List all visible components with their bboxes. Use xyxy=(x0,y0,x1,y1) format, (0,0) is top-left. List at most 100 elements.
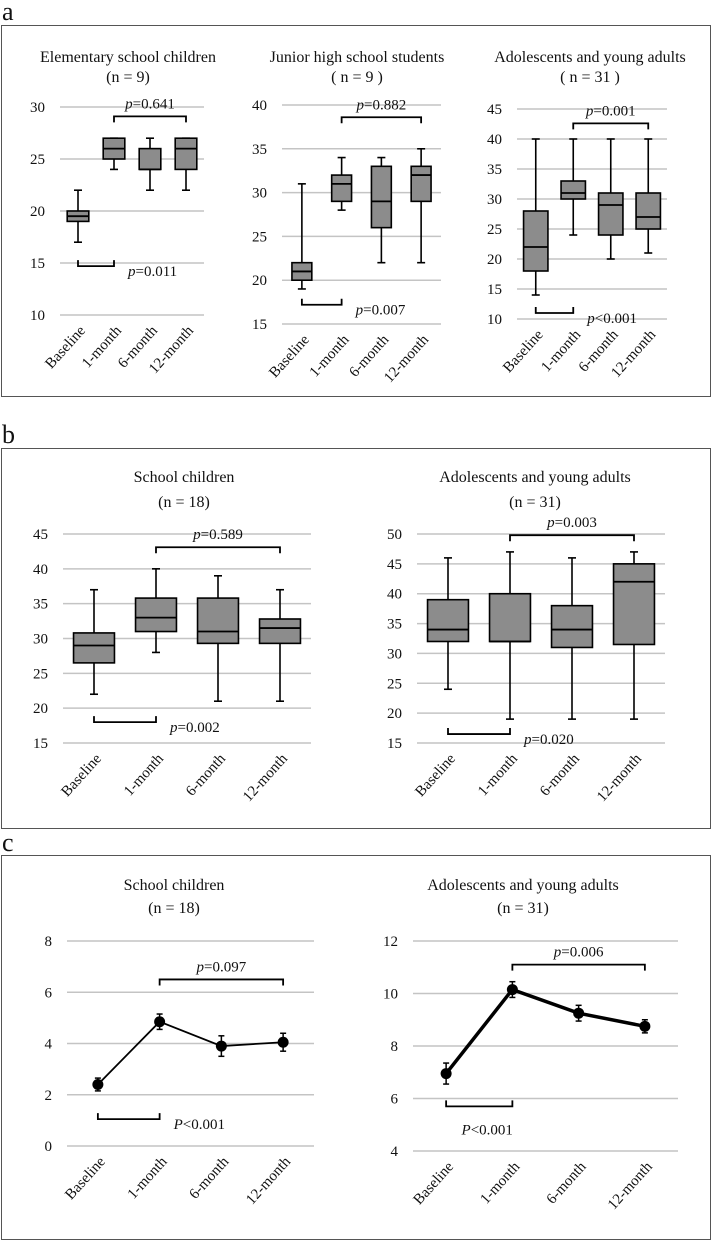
chart-6: Adolescents and young adults (n = 31) 4 6 8 1… xyxy=(383,877,678,1213)
p-value: =0.003 xyxy=(555,515,597,531)
p-symbol: p xyxy=(169,720,178,736)
significance-bracket xyxy=(447,728,511,735)
box-iqr xyxy=(196,597,240,645)
y-tick-label: 20 xyxy=(252,273,267,289)
data-point xyxy=(573,1007,585,1019)
box-iqr xyxy=(174,137,198,171)
chart-sample-size: ( n = 31 ) xyxy=(560,69,620,86)
box-iqr xyxy=(330,174,353,203)
x-tick-label: 1-month xyxy=(538,327,584,376)
significance-bracket xyxy=(96,1113,161,1120)
chart-title: Adolescents and young adults xyxy=(439,469,631,486)
box-12-month xyxy=(410,148,432,264)
x-tick-label: Baseline xyxy=(411,1159,458,1208)
p-symbol: p xyxy=(355,303,364,319)
y-tick-label: 30 xyxy=(387,646,402,662)
y-tick-label: 25 xyxy=(33,666,48,682)
box-6-month xyxy=(597,138,624,260)
p-value: =0.006 xyxy=(561,945,604,961)
y-tick-label: 25 xyxy=(387,676,402,692)
box-iqr xyxy=(550,604,594,649)
x-tick-label: 6-month xyxy=(544,1159,590,1208)
chart-title: School children xyxy=(124,877,225,894)
chart-sample-size: (n = 31) xyxy=(497,900,549,917)
y-tick-label: 15 xyxy=(252,317,267,333)
box-iqr xyxy=(138,147,162,171)
box-baseline xyxy=(426,557,470,691)
p-symbol: P xyxy=(461,1122,471,1138)
y-tick-label: 25 xyxy=(252,229,267,245)
p-value: =0.589 xyxy=(201,527,243,543)
chart-5: School children (n = 18) 0 2 4 6 8 Baseline 1-mo… xyxy=(45,877,314,1208)
p-value: =0.020 xyxy=(532,732,574,748)
box-iqr xyxy=(426,598,470,643)
significance-bracket xyxy=(158,978,285,986)
y-tick-label: 50 xyxy=(387,527,402,543)
x-tick-label: 1-month xyxy=(475,751,521,800)
significance-bracket xyxy=(77,260,115,268)
panel-letter-c: c xyxy=(2,828,14,857)
significance-bracket xyxy=(340,116,423,124)
y-tick-label: 35 xyxy=(387,617,402,633)
box-12-month xyxy=(635,138,662,254)
y-tick-label: 4 xyxy=(391,1144,399,1160)
y-tick-label: 35 xyxy=(33,597,48,613)
p-value-label: p<0.001 xyxy=(586,311,637,327)
panel-b-frame xyxy=(1,448,711,829)
p-symbol: p xyxy=(523,732,532,748)
chart-title: Junior high school students xyxy=(270,49,445,66)
data-point xyxy=(92,1079,104,1090)
p-value: =0.882 xyxy=(364,97,406,113)
y-tick-label: 15 xyxy=(33,736,48,752)
x-tick-label: 1-month xyxy=(307,332,353,381)
box-1-month xyxy=(102,137,126,171)
x-tick-label: 6-month xyxy=(537,751,583,800)
chart-sample-size: (n = 31) xyxy=(509,494,561,511)
x-tick-label: 6-month xyxy=(186,1154,232,1203)
chart-1: Junior high school students ( n = 9 ) 15 20… xyxy=(252,49,444,386)
p-value-label: p=0.002 xyxy=(169,720,220,736)
box-iqr xyxy=(72,632,116,664)
data-point xyxy=(277,1036,289,1048)
box-1-month xyxy=(330,156,353,211)
y-tick-label: 25 xyxy=(30,152,45,168)
y-tick-label: 35 xyxy=(252,142,267,158)
chart-title: Elementary school children xyxy=(40,49,216,66)
x-tick-label: 1-month xyxy=(125,1154,171,1203)
significance-bracket xyxy=(155,546,281,554)
data-point xyxy=(506,984,518,996)
x-tick-label: 1-month xyxy=(121,751,167,800)
y-tick-label: 30 xyxy=(252,186,267,202)
y-tick-label: 2 xyxy=(45,1088,53,1104)
y-tick-label: 6 xyxy=(391,1092,399,1108)
y-tick-label: 20 xyxy=(387,706,402,722)
box-1-month xyxy=(488,551,532,720)
y-tick-label: 45 xyxy=(33,527,48,543)
data-point xyxy=(440,1068,452,1080)
chart-sample-size: (n = 9) xyxy=(106,69,150,86)
p-value-label: p=0.641 xyxy=(124,96,175,112)
chart-0: Elementary school children (n = 9) 10 15 20 2… xyxy=(30,49,216,377)
p-value: <0.001 xyxy=(471,1122,513,1138)
box-iqr xyxy=(134,597,178,633)
box-baseline xyxy=(291,183,313,290)
box-6-month xyxy=(138,137,162,191)
y-tick-label: 8 xyxy=(45,934,53,950)
chart-sample-size: (n = 18) xyxy=(158,494,210,511)
y-tick-label: 6 xyxy=(45,985,53,1001)
y-tick-label: 8 xyxy=(391,1039,399,1055)
p-value-label: P<0.001 xyxy=(173,1117,225,1133)
box-iqr xyxy=(522,210,549,272)
box-12-month xyxy=(174,137,198,191)
x-tick-label: Baseline xyxy=(500,327,547,376)
significance-bracket xyxy=(300,298,343,306)
data-point xyxy=(154,1016,166,1028)
chart-title: School children xyxy=(134,469,235,486)
x-tick-label: Baseline xyxy=(62,1154,109,1203)
chart-3: School children (n = 18) 15 20 25 30 35 40 45 Bas… xyxy=(33,469,311,805)
y-tick-label: 30 xyxy=(33,632,48,648)
p-value: =0.007 xyxy=(363,303,406,319)
chart-2: Adolescents and young adults ( n = 31 ) 10… xyxy=(487,49,686,381)
y-tick-label: 45 xyxy=(487,102,502,118)
